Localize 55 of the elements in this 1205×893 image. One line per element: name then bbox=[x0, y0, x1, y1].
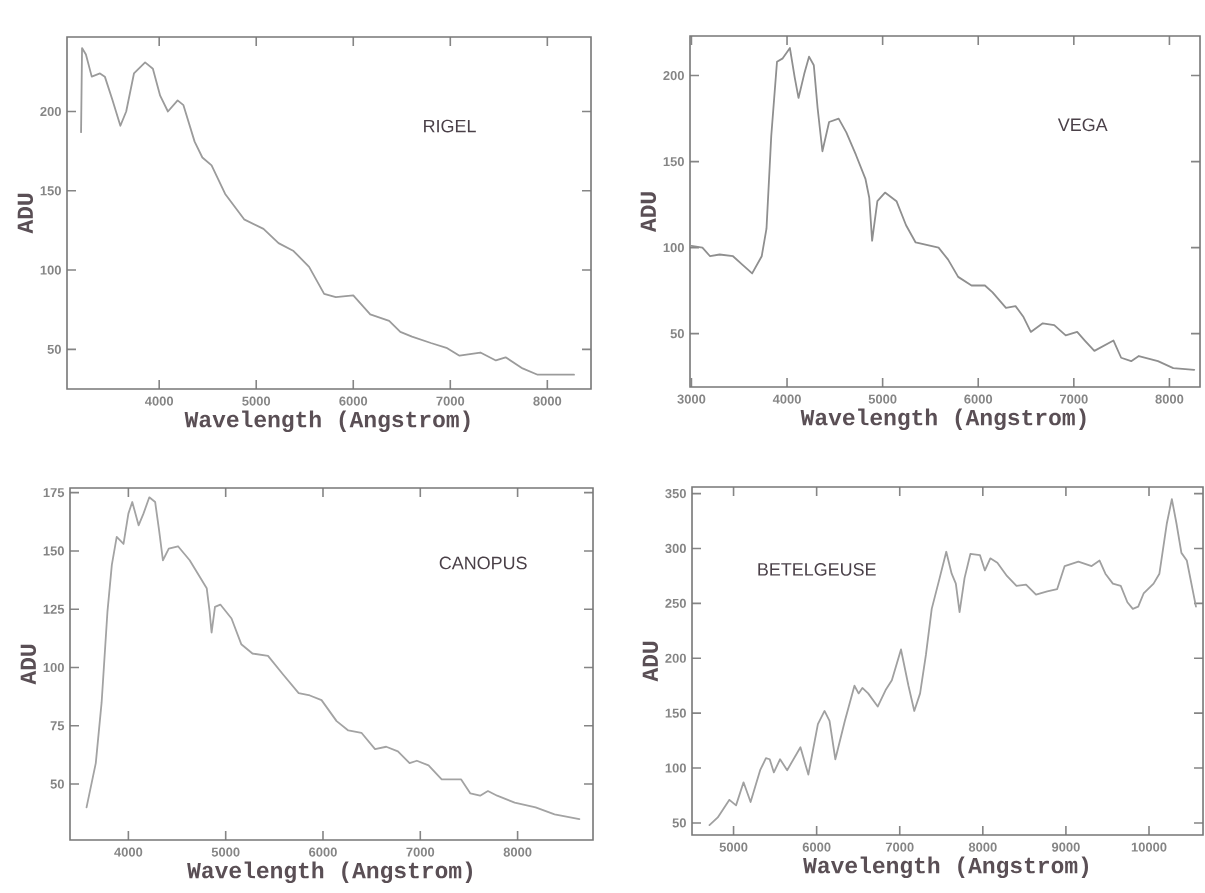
x-tick-label: 8000 bbox=[1155, 394, 1184, 404]
x-tick-label: 4000 bbox=[772, 394, 801, 404]
y-tick-label: 200 bbox=[665, 653, 686, 663]
x-axis-title: Wavelength (Angstrom) bbox=[800, 408, 1086, 431]
x-tick-label: 10000 bbox=[1131, 842, 1167, 852]
y-tick-label: 50 bbox=[672, 818, 686, 828]
x-tick-label: 5000 bbox=[868, 394, 897, 404]
x-tick-label: 4000 bbox=[114, 847, 143, 857]
x-axis-title: Wavelength (Angstrom) bbox=[184, 410, 470, 432]
y-tick-label: 50 bbox=[670, 329, 684, 339]
y-tick-label: 50 bbox=[47, 344, 61, 354]
x-tick-label: 7000 bbox=[406, 847, 435, 857]
x-tick-label: 8000 bbox=[533, 396, 562, 406]
x-tick-label: 7000 bbox=[885, 842, 914, 852]
y-axis-title: ADU bbox=[17, 193, 34, 234]
y-tick-label: 75 bbox=[50, 721, 65, 731]
y-tick-label: 100 bbox=[663, 243, 684, 253]
text: RIGEL bbox=[424, 119, 476, 133]
y-tick-label: 150 bbox=[663, 157, 684, 167]
y-tick-label: 175 bbox=[43, 488, 65, 498]
y-tick-label: 200 bbox=[40, 106, 61, 117]
x-tick-label: 6000 bbox=[339, 396, 368, 406]
y-tick-label: 200 bbox=[663, 70, 684, 81]
x-tick-label: 8000 bbox=[503, 847, 532, 857]
y-tick-label: 150 bbox=[665, 708, 686, 718]
x-tick-label: 7000 bbox=[436, 396, 465, 406]
y-axis-title: ADU bbox=[20, 644, 37, 685]
x-tick-label: 6000 bbox=[802, 842, 831, 852]
x-tick-label: 5000 bbox=[719, 842, 748, 852]
y-axis-title: ADU bbox=[642, 641, 659, 682]
x-tick-label: 3000 bbox=[677, 394, 706, 404]
x-tick-label: 5000 bbox=[211, 847, 240, 857]
y-tick-label: 250 bbox=[665, 598, 686, 608]
x-tick-label: 8000 bbox=[968, 842, 997, 852]
y-tick-label: 50 bbox=[50, 779, 64, 789]
y-tick-label: 100 bbox=[665, 763, 686, 773]
text: CANOPUS bbox=[439, 556, 527, 570]
x-axis-title: Wavelength (Angstrom) bbox=[187, 861, 472, 883]
x-tick-label: 9000 bbox=[1051, 842, 1080, 852]
x-tick-label: 5000 bbox=[242, 396, 271, 406]
text: BETELGEUSE bbox=[758, 563, 876, 576]
y-tick-label: 300 bbox=[665, 543, 686, 554]
x-tick-label: 6000 bbox=[309, 847, 337, 857]
x-axis-title: Wavelength (Angstrom) bbox=[803, 856, 1089, 878]
y-tick-label: 150 bbox=[40, 186, 61, 196]
y-tick-label: 350 bbox=[665, 488, 686, 499]
x-tick-label: 6000 bbox=[964, 394, 993, 404]
text: VEGA bbox=[1057, 118, 1108, 132]
y-axis-title: ADU bbox=[640, 192, 657, 233]
y-tick-label: 100 bbox=[40, 265, 61, 275]
x-tick-label: 7000 bbox=[1059, 394, 1088, 404]
y-tick-label: 125 bbox=[43, 604, 65, 614]
y-tick-label: 100 bbox=[43, 662, 64, 673]
y-tick-label: 150 bbox=[43, 546, 64, 556]
x-tick-label: 4000 bbox=[144, 396, 174, 406]
